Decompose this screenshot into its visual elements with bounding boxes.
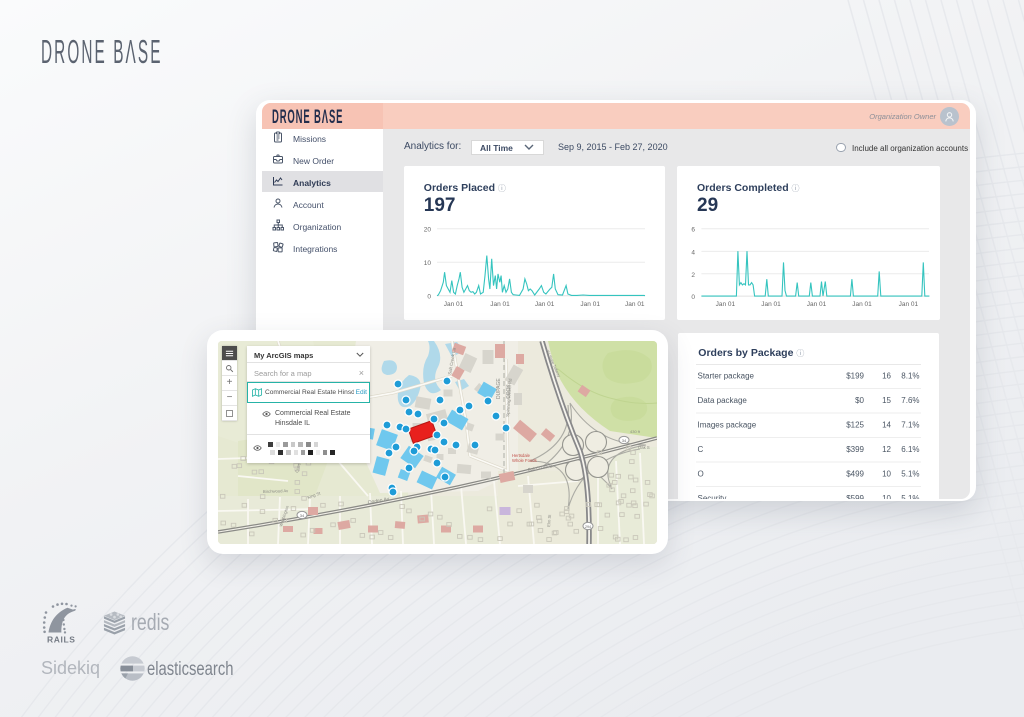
- svg-text:Security: Security: [698, 494, 727, 499]
- svg-text:7.6%: 7.6%: [902, 396, 920, 405]
- svg-text:Jan 01: Jan 01: [490, 301, 510, 308]
- svg-text:Starter package: Starter package: [698, 372, 755, 381]
- svg-text:$125: $125: [847, 421, 865, 430]
- svg-text:10: 10: [882, 494, 891, 499]
- svg-text:8.1%: 8.1%: [902, 372, 920, 381]
- svg-text:$199: $199: [847, 372, 865, 381]
- svg-text:Jan 01: Jan 01: [899, 301, 919, 308]
- svg-text:$499: $499: [847, 470, 865, 479]
- svg-text:34: 34: [622, 438, 627, 443]
- svg-text:Birchwood Av: Birchwood Av: [263, 488, 289, 494]
- svg-text:5.1%: 5.1%: [902, 470, 920, 479]
- svg-text:14: 14: [882, 421, 891, 430]
- svg-text:Jan 01: Jan 01: [625, 301, 645, 308]
- svg-text:Washington: Washington: [278, 504, 290, 527]
- svg-text:COOK: COOK: [506, 384, 512, 399]
- svg-text:C: C: [698, 445, 704, 454]
- svg-text:Jan 01: Jan 01: [444, 301, 464, 308]
- svg-text:$0: $0: [855, 396, 864, 405]
- svg-text:5.1%: 5.1%: [902, 494, 920, 499]
- svg-text:12: 12: [882, 445, 891, 454]
- svg-text:6: 6: [691, 227, 695, 234]
- svg-text:7.1%: 7.1%: [902, 421, 920, 430]
- svg-text:20: 20: [424, 227, 432, 234]
- svg-text:Jan 01: Jan 01: [852, 301, 872, 308]
- svg-text:Jan 01: Jan 01: [807, 301, 827, 308]
- svg-text:Elm St: Elm St: [546, 514, 552, 528]
- svg-text:O: O: [698, 470, 704, 479]
- svg-text:Jan 01: Jan 01: [716, 301, 736, 308]
- svg-text:Jan 01: Jan 01: [580, 301, 600, 308]
- svg-text:4: 4: [691, 249, 695, 256]
- svg-text:0: 0: [427, 294, 431, 301]
- svg-text:34: 34: [300, 513, 305, 518]
- svg-text:Jan 01: Jan 01: [535, 301, 555, 308]
- svg-text:DUPAGE: DUPAGE: [496, 378, 502, 399]
- svg-text:16: 16: [882, 372, 891, 381]
- svg-text:0: 0: [691, 294, 695, 301]
- svg-text:$599: $599: [847, 494, 865, 499]
- svg-text:294: 294: [585, 525, 591, 529]
- svg-text:Hertsdale: Hertsdale: [512, 453, 531, 458]
- svg-text:Data package: Data package: [698, 396, 748, 405]
- svg-text:6.1%: 6.1%: [902, 445, 920, 454]
- svg-text:RAILS: RAILS: [47, 635, 76, 645]
- svg-text:2: 2: [691, 272, 695, 279]
- svg-text:10: 10: [424, 260, 432, 267]
- svg-text:$399: $399: [847, 445, 865, 454]
- svg-text:10: 10: [882, 470, 891, 479]
- svg-text:430 ft: 430 ft: [630, 429, 641, 434]
- svg-text:Bob O Link Dr: Bob O Link Dr: [527, 463, 554, 472]
- svg-text:Images package: Images package: [698, 421, 757, 430]
- svg-text:Spinning Wheel Rd: Spinning Wheel Rd: [505, 378, 513, 417]
- svg-text:Ogden Av: Ogden Av: [367, 496, 390, 506]
- svg-text:15: 15: [882, 396, 891, 405]
- svg-text:Salt Creek La: Salt Creek La: [447, 347, 457, 375]
- svg-text:Jan 01: Jan 01: [761, 301, 781, 308]
- svg-text:King St: King St: [307, 490, 322, 500]
- svg-text:Oak S: Oak S: [638, 445, 650, 450]
- svg-text:Whole Foods: Whole Foods: [512, 458, 537, 463]
